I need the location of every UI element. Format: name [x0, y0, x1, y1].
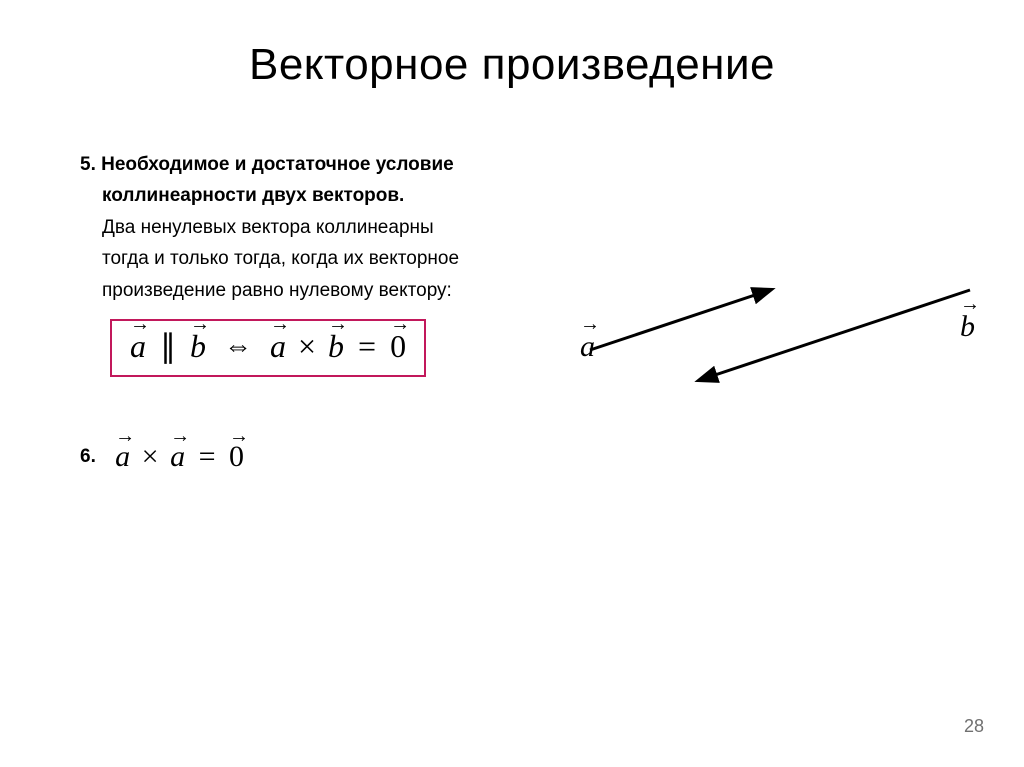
equals-symbol: = [358, 328, 376, 364]
point5-heading-line1: 5. Необходимое и достаточное условие [80, 150, 580, 179]
arrow-icon: → [390, 314, 406, 334]
vector-a-line [590, 290, 770, 350]
p6-vec-a2: → a [170, 440, 185, 474]
formula-box: → a ∥ → b ⇔ → a × → b = → 0 [110, 319, 426, 377]
point5-line3: произведение равно нулевому вектору: [80, 276, 580, 305]
point5-heading-line2: коллинеарности двух векторов. [80, 181, 580, 210]
p6-equals: = [199, 440, 216, 473]
arrow-icon: → [115, 426, 130, 446]
point5-line1: Два ненулевых вектора коллинеарны [80, 213, 580, 242]
vector-b-line [700, 290, 970, 380]
vector-b-label: → b [960, 310, 975, 344]
slide-title: Векторное произведение [0, 0, 1024, 90]
point6-formula: → a × → a = → 0 [115, 440, 244, 473]
point5-line2: тогда и только тогда, когда их векторное [80, 244, 580, 273]
vec-a2: → a [270, 328, 286, 365]
vec-b2: → b [328, 328, 344, 365]
vector-a-label: → a [580, 330, 595, 364]
arrow-icon: → [170, 426, 185, 446]
p6-times: × [142, 440, 159, 473]
content-block: 5. Необходимое и достаточное условие кол… [80, 150, 580, 377]
vec-zero: → 0 [390, 328, 406, 365]
page-number: 28 [964, 716, 984, 737]
point6-number: 6. [80, 446, 96, 467]
vector-diagram: → a → b [540, 270, 980, 430]
arrow-icon: → [130, 314, 146, 334]
point6-block: 6. → a × → a = → 0 [80, 440, 244, 474]
iff-symbol: ⇔ [224, 331, 252, 363]
diagram-svg [540, 270, 980, 430]
arrow-icon: → [270, 314, 286, 334]
arrow-icon: → [960, 294, 975, 314]
arrow-icon: → [580, 314, 595, 334]
p6-vec-a: → a [115, 440, 130, 474]
parallel-symbol: ∥ [160, 327, 176, 365]
arrow-icon: → [328, 314, 344, 334]
arrow-icon: → [229, 426, 244, 446]
slide-container: Векторное произведение 5. Необходимое и … [0, 0, 1024, 767]
vec-b: → b [190, 328, 206, 365]
times-symbol: × [298, 328, 316, 364]
point5-number: 5. [80, 154, 96, 175]
point5-heading1: Необходимое и достаточное условие [101, 154, 454, 175]
arrow-icon: → [190, 314, 206, 334]
p6-vec-zero: → 0 [229, 440, 244, 474]
vec-a: → a [130, 328, 146, 365]
